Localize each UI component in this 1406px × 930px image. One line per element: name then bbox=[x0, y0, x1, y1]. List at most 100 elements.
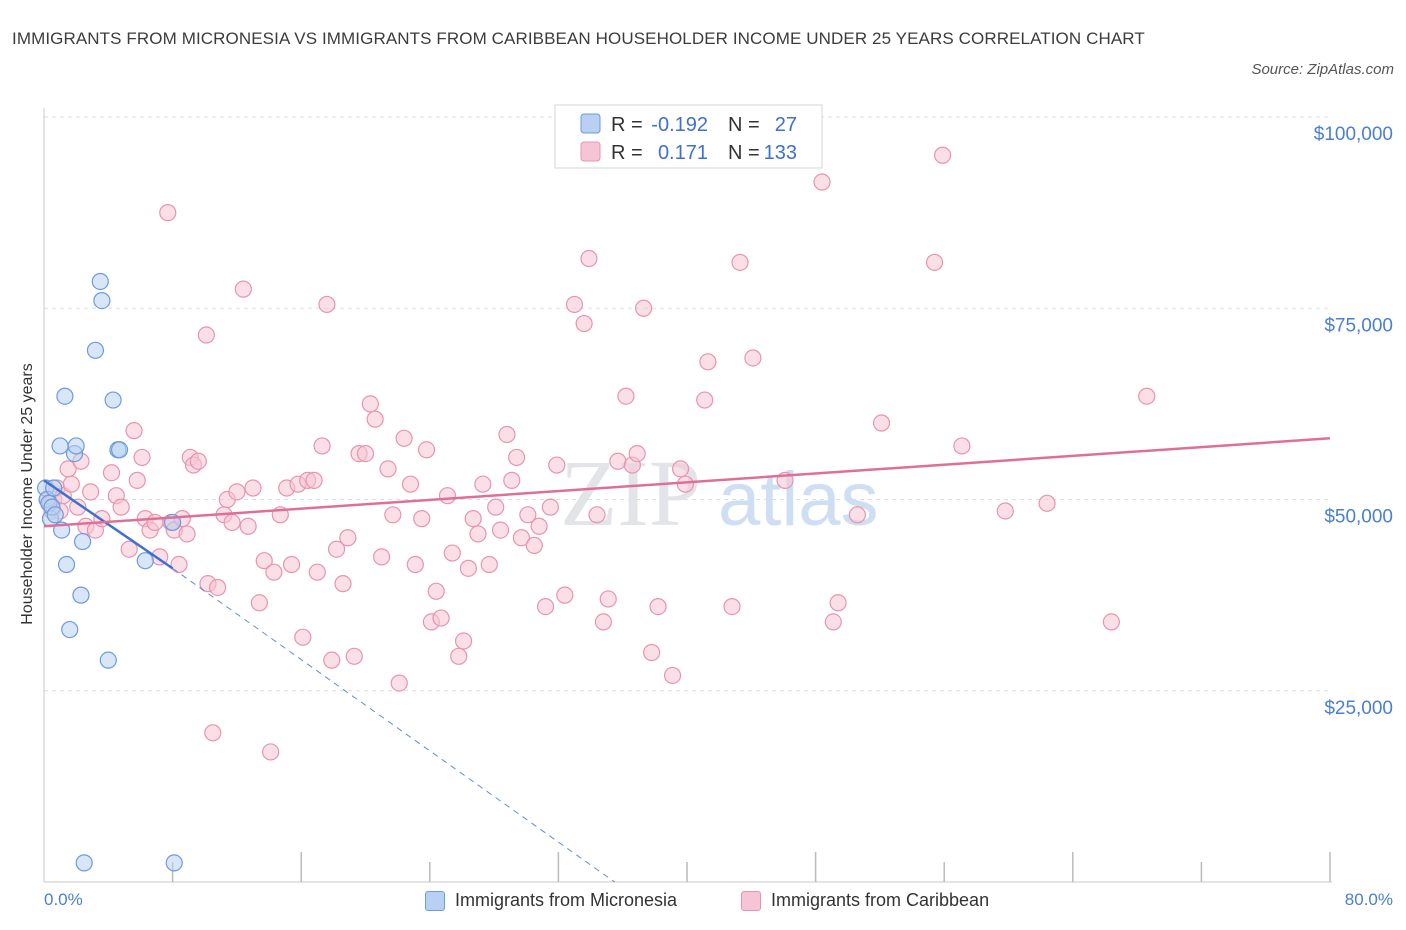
micronesia-point bbox=[86, 341, 105, 359]
legend-item-micronesia[interactable]: Immigrants from Micronesia bbox=[425, 890, 677, 911]
micronesia-trend-extension bbox=[172, 567, 615, 883]
stats-legend: R = -0.192 N = 27 R = 0.171 N = 133 bbox=[554, 104, 823, 169]
caribbean-point bbox=[464, 510, 482, 528]
caribbean-point bbox=[530, 517, 548, 535]
micronesia-point bbox=[99, 651, 117, 669]
micronesia-point bbox=[104, 391, 122, 409]
stats-r-value-micronesia: -0.192 bbox=[651, 114, 708, 136]
x-tick-label-min: 0.0% bbox=[44, 890, 83, 909]
caribbean-point bbox=[318, 295, 336, 314]
caribbean-point bbox=[696, 391, 714, 409]
caribbean-point bbox=[588, 506, 606, 524]
micronesia-point bbox=[67, 437, 85, 455]
caribbean-point bbox=[1102, 613, 1120, 631]
caribbean-point bbox=[443, 544, 461, 562]
legend-label-caribbean: Immigrants from Caribbean bbox=[771, 890, 990, 910]
micronesia-point bbox=[91, 272, 109, 291]
micronesia-point bbox=[110, 441, 129, 459]
stats-r-value-caribbean: 0.171 bbox=[658, 142, 708, 164]
caribbean-point bbox=[282, 555, 301, 574]
caribbean-point bbox=[643, 643, 661, 662]
caribbean-point bbox=[390, 674, 408, 692]
caribbean-point bbox=[125, 422, 143, 440]
caribbean-swatch bbox=[580, 141, 601, 162]
micronesia-trend-line bbox=[43, 479, 174, 570]
caribbean-point bbox=[438, 487, 457, 505]
caribbean-point bbox=[146, 513, 164, 532]
y-tick-label: $100,000 bbox=[1314, 124, 1393, 145]
caribbean-point bbox=[417, 441, 436, 459]
caribbean-point bbox=[170, 555, 188, 574]
caribbean-point bbox=[244, 479, 262, 497]
caribbean-point bbox=[379, 460, 397, 478]
caribbean-point bbox=[366, 410, 384, 428]
caribbean-point bbox=[594, 613, 613, 631]
caribbean-point bbox=[327, 540, 346, 558]
caribbean-point bbox=[508, 448, 526, 467]
caribbean-point bbox=[503, 471, 521, 489]
caribbean-point bbox=[541, 498, 559, 516]
caribbean-point bbox=[575, 314, 593, 333]
caribbean-point bbox=[731, 253, 749, 271]
caribbean-point bbox=[189, 452, 207, 470]
caribbean-point bbox=[474, 475, 492, 493]
caribbean-point bbox=[1138, 387, 1156, 405]
caribbean-point bbox=[617, 387, 635, 405]
caribbean-point bbox=[305, 471, 323, 489]
caribbean-point bbox=[699, 353, 717, 371]
stats-n-label-caribbean: N = bbox=[728, 142, 760, 164]
caribbean-point bbox=[671, 460, 690, 478]
micronesia-point bbox=[75, 854, 93, 872]
stats-r-label-caribbean: R = bbox=[611, 142, 643, 164]
caribbean-point bbox=[401, 475, 420, 493]
caribbean-point bbox=[223, 513, 241, 532]
stats-n-label-micronesia: N = bbox=[728, 114, 760, 136]
caribbean-point bbox=[204, 724, 222, 742]
caribbean-point bbox=[536, 597, 555, 616]
micronesia-point bbox=[136, 552, 154, 570]
caribbean-point bbox=[323, 651, 341, 669]
caribbean-point bbox=[872, 414, 891, 432]
micronesia-point bbox=[56, 387, 74, 405]
legend-item-caribbean[interactable]: Immigrants from Caribbean bbox=[741, 890, 989, 911]
caribbean-point bbox=[228, 483, 246, 501]
legend-label-micronesia: Immigrants from Micronesia bbox=[455, 890, 678, 910]
caribbean-point bbox=[813, 173, 831, 191]
caribbean-point bbox=[519, 506, 537, 524]
caribbean-point bbox=[953, 437, 971, 455]
caribbean-point bbox=[933, 146, 952, 164]
caribbean-point bbox=[599, 590, 617, 608]
caribbean-point bbox=[512, 529, 531, 547]
micronesia-points bbox=[37, 272, 183, 872]
stats-n-value-micronesia: 27 bbox=[775, 114, 797, 136]
caribbean-point bbox=[427, 582, 445, 600]
caribbean-point bbox=[372, 548, 391, 566]
caribbean-point bbox=[209, 578, 227, 597]
stats-r-label-micronesia: R = bbox=[611, 114, 643, 136]
caribbean-point bbox=[255, 552, 273, 570]
micronesia-point bbox=[51, 437, 69, 455]
caribbean-point bbox=[262, 743, 280, 761]
caribbean-point bbox=[82, 483, 100, 501]
caribbean-point bbox=[491, 521, 510, 539]
y-tick-label: $75,000 bbox=[1324, 315, 1393, 336]
caribbean-point bbox=[609, 452, 627, 470]
gridlines bbox=[44, 116, 1330, 692]
caribbean-point bbox=[102, 464, 121, 482]
caribbean-point bbox=[459, 559, 477, 577]
caribbean-point bbox=[62, 475, 80, 493]
legend-swatch-caribbean bbox=[741, 890, 761, 911]
watermark: ZIP atlas bbox=[560, 442, 879, 546]
caribbean-point bbox=[848, 506, 866, 524]
caribbean-point bbox=[634, 299, 653, 317]
caribbean-point bbox=[565, 295, 584, 314]
caribbean-point bbox=[294, 628, 312, 646]
caribbean-point bbox=[197, 326, 215, 344]
caribbean-point bbox=[308, 563, 326, 581]
source-credit: Source: ZipAtlas.com bbox=[1251, 61, 1394, 78]
caribbean-point bbox=[334, 575, 352, 593]
micronesia-point bbox=[57, 555, 76, 574]
micronesia-point bbox=[93, 292, 111, 310]
caribbean-point bbox=[345, 647, 363, 665]
caribbean-point bbox=[413, 510, 431, 528]
